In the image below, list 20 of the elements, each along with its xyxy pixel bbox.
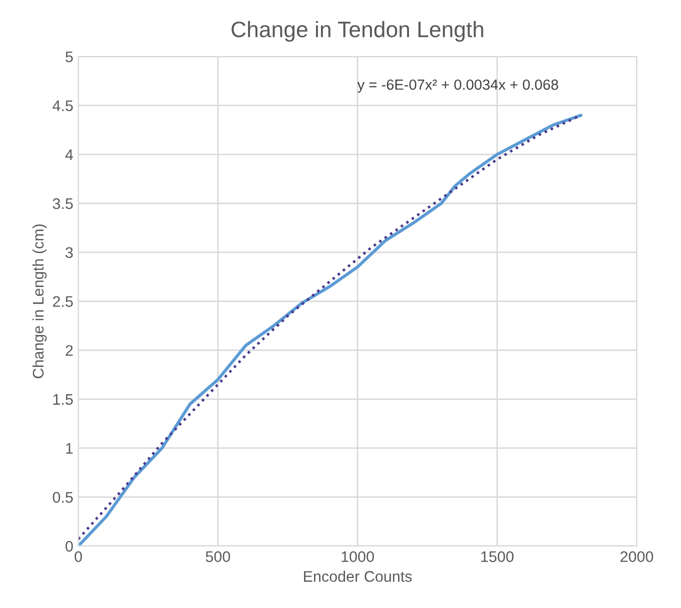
x-axis-title: Encoder Counts [304, 570, 412, 582]
y-tick-label: 1 [66, 443, 73, 454]
x-tick-label: 500 [206, 551, 230, 562]
x-tick-label: 2000 [620, 551, 654, 562]
y-tick-label: 2.5 [52, 296, 73, 307]
y-tick-label: 0 [66, 540, 73, 552]
y-tick-label: 4.5 [52, 100, 73, 112]
annotation: y = -6E-07x² + 0.0034x + 0.068 [357, 80, 558, 93]
y-tick-label: 1.5 [53, 394, 73, 405]
x-tick-label: 1000 [342, 551, 374, 562]
y-tick-label: 2 [66, 345, 73, 356]
y-tick-label: 0.5 [52, 492, 73, 503]
y-tick-label: 5 [66, 52, 73, 62]
y-tick-label: 3 [66, 247, 73, 258]
chart-title: Change in Tendon Length [232, 20, 484, 42]
y-tick-label: 3.5 [52, 198, 73, 210]
y-tick-label: 4 [65, 149, 74, 160]
y-axis-title: Change in Length (cm) [32, 224, 47, 378]
x-tick-label: 0 [74, 551, 82, 562]
x-tick-label: 1500 [481, 551, 514, 562]
